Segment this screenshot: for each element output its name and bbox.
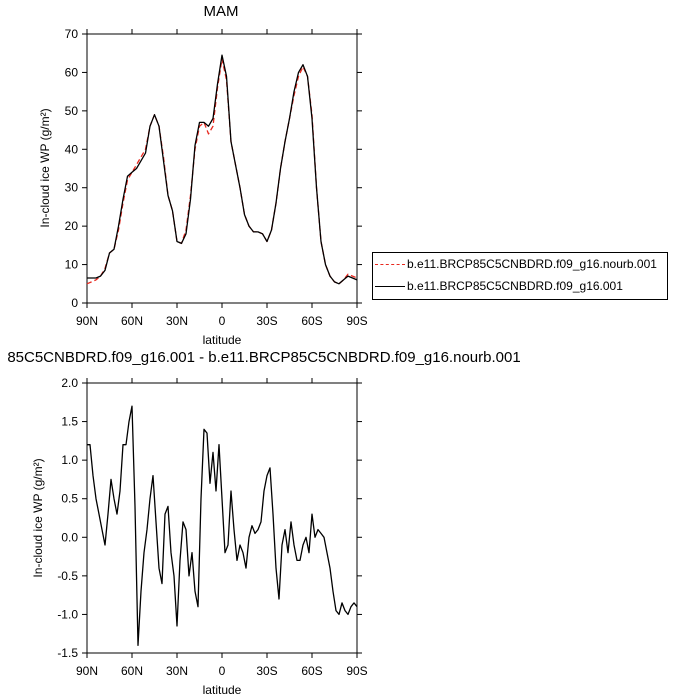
top-series-line-0 bbox=[86, 58, 358, 285]
top-y-tick-label: 40 bbox=[65, 142, 79, 156]
bottom-plot-frame bbox=[86, 382, 358, 654]
bottom-y-axis-label: In-cloud ice WP (g/m²) bbox=[31, 458, 45, 577]
bottom-y-tick-label: -0.5 bbox=[57, 569, 78, 583]
legend-label-control: b.e11.BRCP85C5CNBDRD.f09_g16.001 bbox=[407, 279, 623, 293]
top-chart-title: MAM bbox=[204, 3, 239, 20]
top-plot-frame bbox=[86, 33, 358, 304]
top-x-tick-label: 90S bbox=[346, 314, 367, 328]
legend-swatch-dashed-red bbox=[375, 264, 405, 265]
top-y-tick-label: 70 bbox=[65, 27, 79, 41]
top-x-tick-label: 0 bbox=[219, 314, 226, 328]
bottom-x-tick-label: 0 bbox=[219, 664, 226, 678]
top-series-lines bbox=[86, 54, 358, 285]
bottom-series-line-0 bbox=[87, 405, 358, 646]
bottom-x-ticks: 90N 60N 30N 0 30S 60S 90S bbox=[76, 378, 368, 678]
top-y-tick-label: 30 bbox=[65, 181, 79, 195]
top-y-tick-label: 10 bbox=[65, 258, 79, 272]
top-y-tick-label: 20 bbox=[65, 219, 79, 233]
legend-item-nourb: b.e11.BRCP85C5CNBDRD.f09_g16.nourb.001 bbox=[373, 255, 665, 275]
bottom-y-tick-label: -1.5 bbox=[57, 646, 78, 660]
bottom-chart-title: 85C5CNBDRD.f09_g16.001 - b.e11.BRCP85C5C… bbox=[7, 349, 520, 366]
legend: b.e11.BRCP85C5CNBDRD.f09_g16.nourb.001 b… bbox=[372, 252, 668, 300]
top-x-axis-label: latitude bbox=[203, 333, 242, 347]
bottom-x-tick-label: 60S bbox=[301, 664, 322, 678]
top-series-line-1 bbox=[87, 54, 358, 285]
bottom-y-tick-label: 0.5 bbox=[61, 492, 78, 506]
bottom-x-axis-label: latitude bbox=[203, 683, 242, 697]
legend-item-control: b.e11.BRCP85C5CNBDRD.f09_g16.001 bbox=[373, 277, 665, 297]
bottom-y-tick-label: 0.0 bbox=[61, 530, 78, 544]
bottom-x-tick-label: 30S bbox=[256, 664, 277, 678]
top-x-tick-label: 60S bbox=[301, 314, 322, 328]
bottom-x-tick-label: 90S bbox=[346, 664, 367, 678]
top-x-ticks: 90N 60N 30N 0 30S 60S 90S bbox=[76, 29, 368, 328]
top-y-tick-label: 60 bbox=[65, 65, 79, 79]
bottom-y-tick-label: 1.0 bbox=[61, 453, 78, 467]
top-x-tick-label: 30S bbox=[256, 314, 277, 328]
bottom-y-tick-label: -1.0 bbox=[57, 607, 78, 621]
bottom-x-tick-label: 60N bbox=[121, 664, 143, 678]
top-x-tick-label: 30N bbox=[166, 314, 188, 328]
bottom-x-tick-label: 30N bbox=[166, 664, 188, 678]
bottom-y-ticks: -1.5 -1.0 -0.5 0.0 0.5 1.0 1.5 2.0 bbox=[57, 376, 362, 660]
top-y-tick-label: 50 bbox=[65, 104, 79, 118]
bottom-panel: 85C5CNBDRD.f09_g16.001 - b.e11.BRCP85C5C… bbox=[7, 349, 520, 697]
top-y-ticks: 0 10 20 30 40 50 60 70 bbox=[65, 27, 362, 310]
top-y-tick-label: 0 bbox=[71, 296, 78, 310]
bottom-y-tick-label: 2.0 bbox=[61, 376, 78, 390]
legend-label-nourb: b.e11.BRCP85C5CNBDRD.f09_g16.nourb.001 bbox=[407, 257, 657, 271]
legend-swatch-solid-black bbox=[375, 286, 405, 287]
top-x-tick-label: 90N bbox=[76, 314, 98, 328]
bottom-y-tick-label: 1.5 bbox=[61, 415, 78, 429]
bottom-series-lines bbox=[87, 405, 358, 646]
top-x-tick-label: 60N bbox=[121, 314, 143, 328]
top-y-axis-label: In-cloud ice WP (g/m²) bbox=[38, 108, 52, 227]
bottom-x-tick-label: 90N bbox=[76, 664, 98, 678]
